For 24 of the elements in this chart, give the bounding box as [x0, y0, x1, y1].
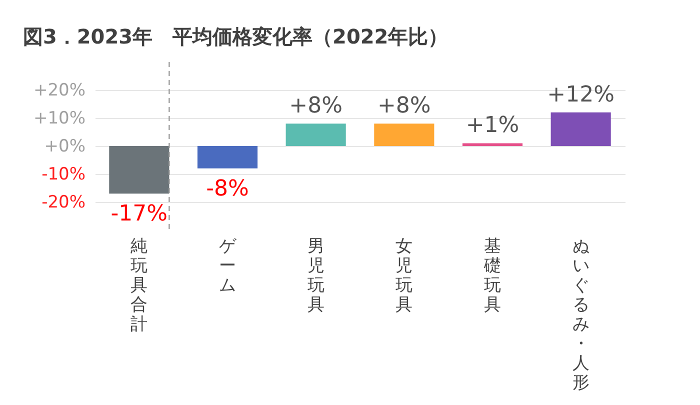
bar — [462, 143, 523, 146]
x-tick-label: 純玩具合計 — [130, 236, 148, 334]
bar — [197, 146, 258, 168]
y-tick-label: -20% — [42, 192, 86, 212]
x-tick-label: 男児玩具 — [307, 236, 324, 315]
x-tick-label: ゲーム — [219, 236, 237, 296]
data-label: +8% — [377, 94, 431, 119]
y-tick-label: +10% — [33, 108, 86, 128]
bar — [109, 146, 170, 194]
y-tick-label: +20% — [33, 80, 86, 100]
data-label: +8% — [289, 94, 343, 119]
data-label: -17% — [110, 202, 168, 227]
data-label: -8% — [206, 176, 249, 202]
x-tick-label: 女児玩具 — [396, 236, 413, 315]
data-label: +12% — [547, 82, 615, 108]
bar — [550, 112, 611, 146]
y-tick-label: -10% — [42, 164, 86, 184]
bar — [286, 124, 346, 146]
y-tick-label: +0% — [44, 136, 86, 156]
x-tick-label: 基礎玩具 — [483, 236, 501, 315]
chart-title: 図3．2023年 平均価格変化率（2022年比） — [22, 24, 448, 48]
bar — [374, 124, 434, 146]
x-tick-label: ぬいぐるみ・人形 — [572, 236, 590, 393]
data-label: +1% — [466, 113, 520, 138]
